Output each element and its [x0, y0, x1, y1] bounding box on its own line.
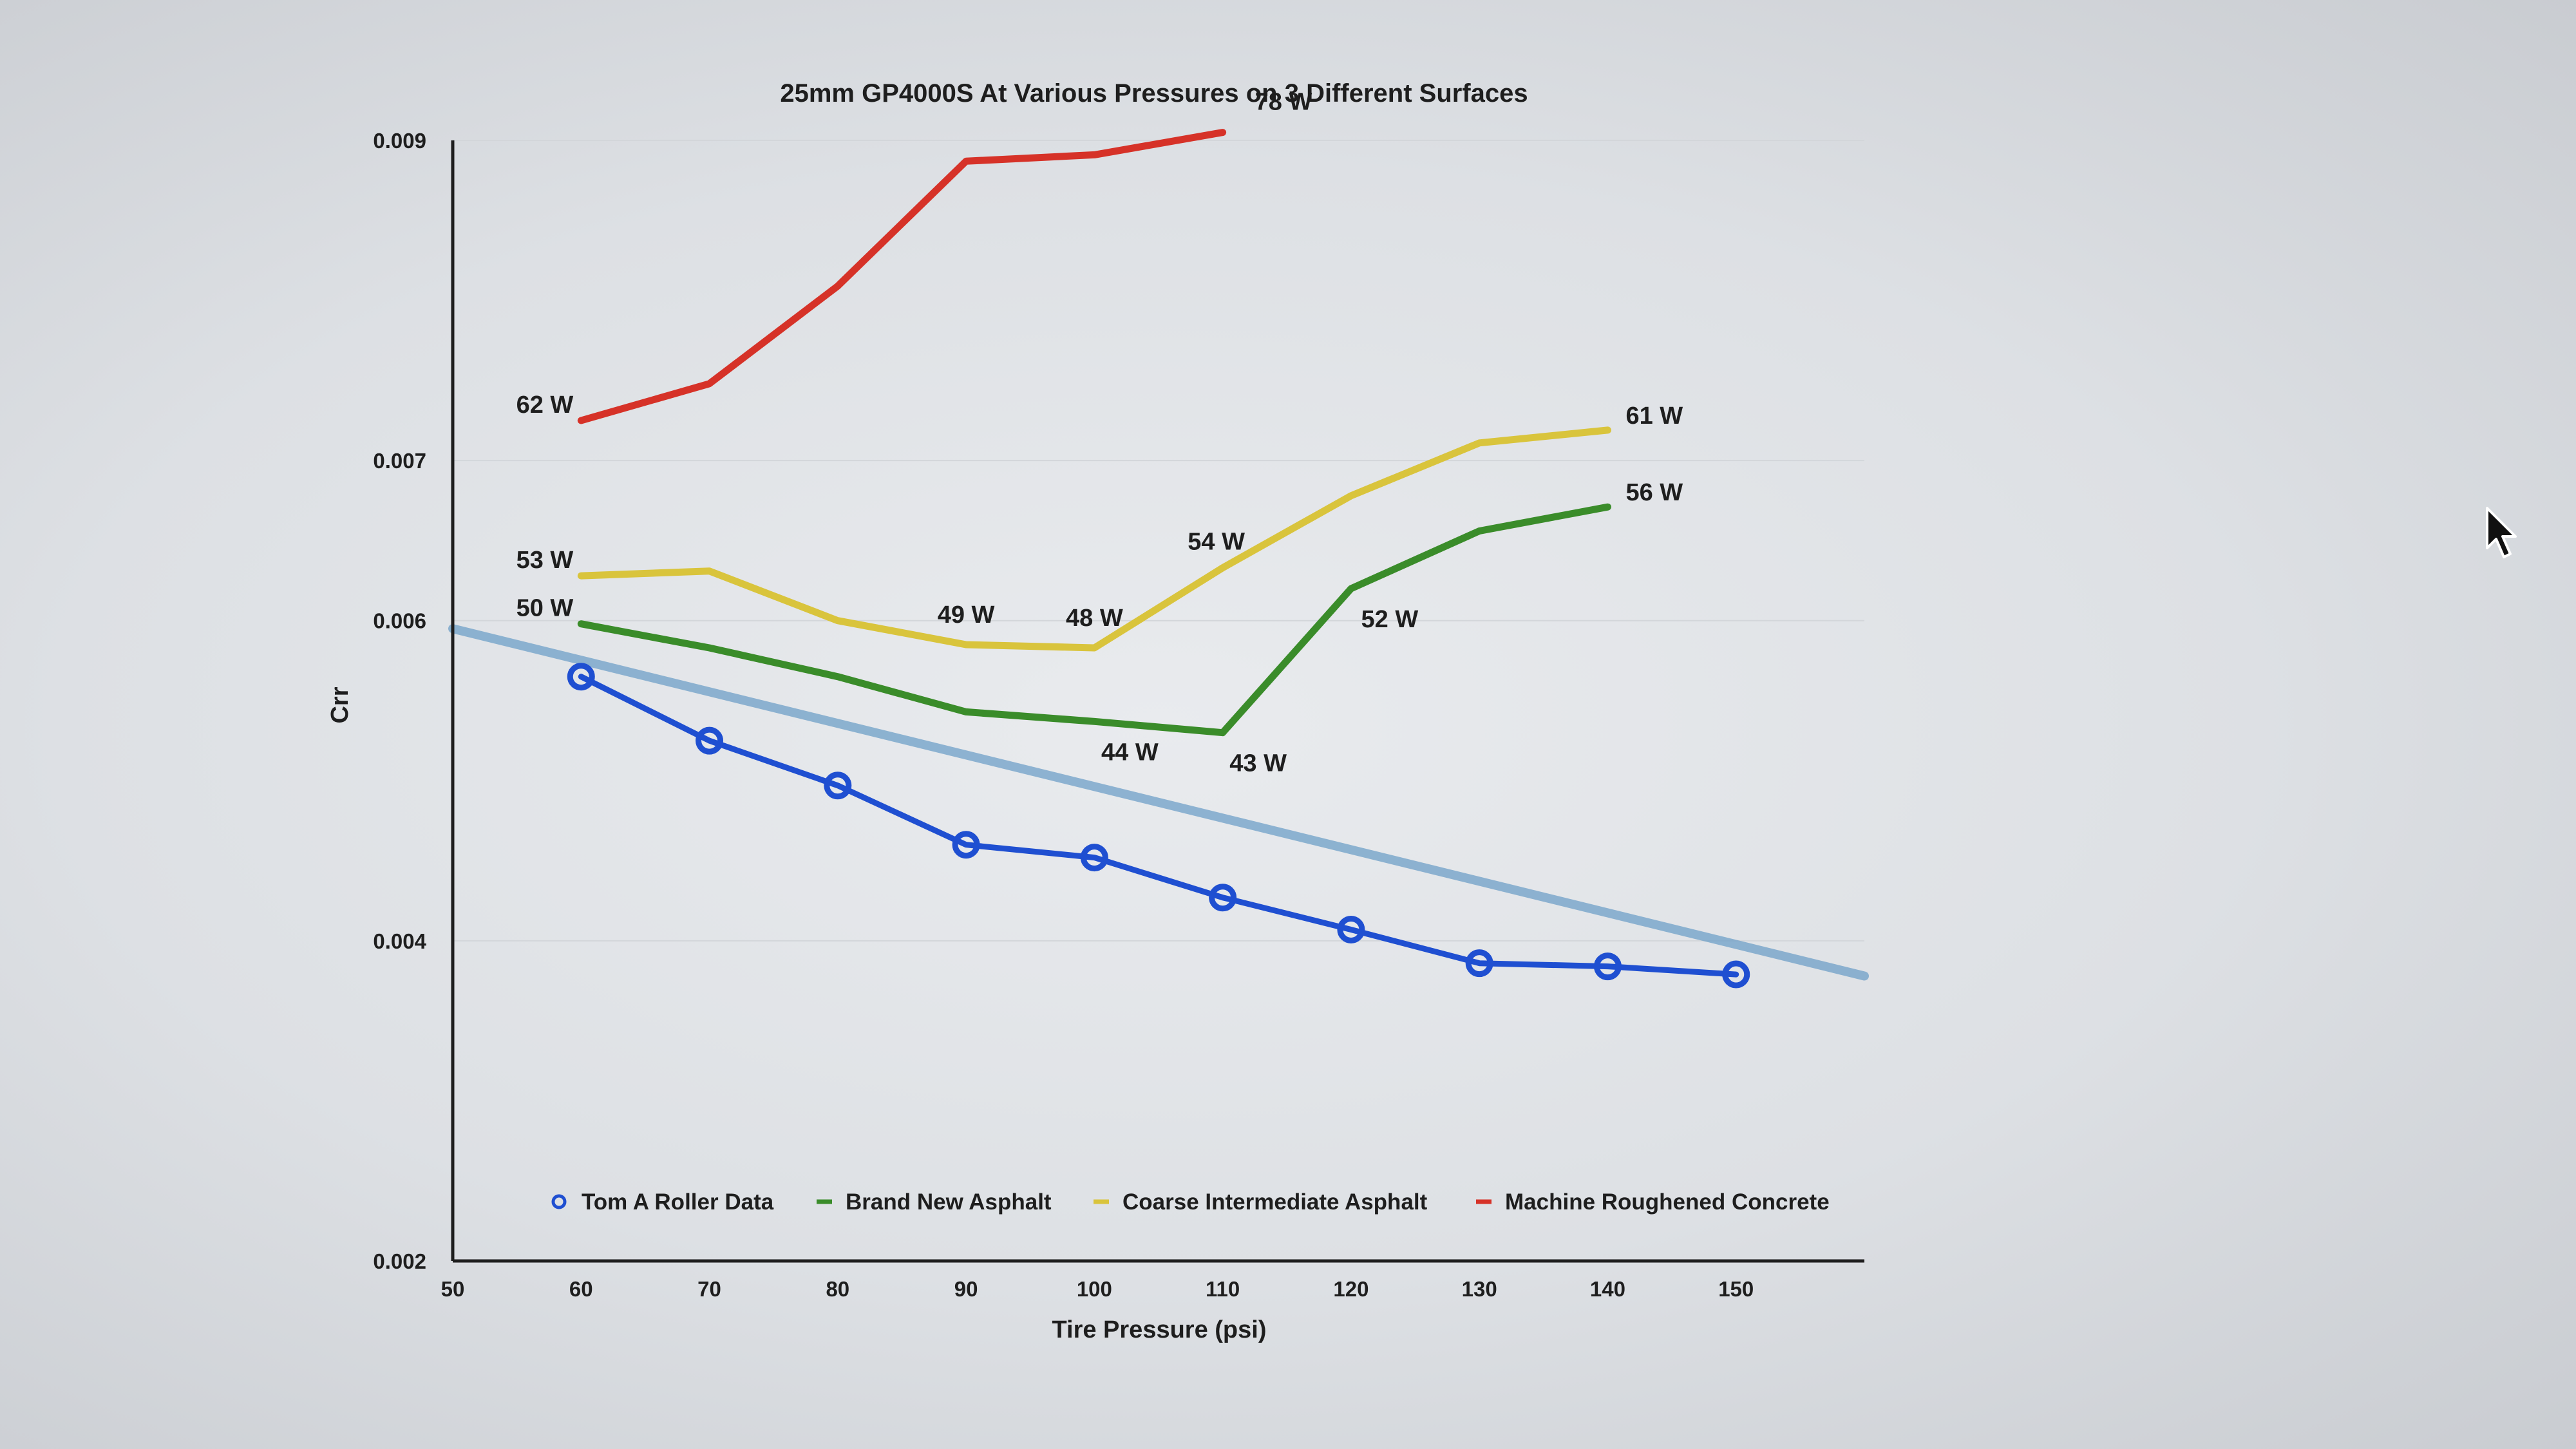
- data-label: 61 W: [1625, 402, 1683, 430]
- x-tick-label: 110: [1206, 1277, 1240, 1301]
- data-point: [567, 663, 595, 691]
- y-tick-label: 0.002: [373, 1249, 426, 1273]
- mouse-pointer-icon: [2486, 507, 2517, 558]
- data-point: [1337, 915, 1365, 943]
- x-tick-label: 60: [569, 1277, 593, 1301]
- x-tick-label: 120: [1333, 1277, 1368, 1301]
- x-tick-label: 150: [1718, 1277, 1754, 1301]
- data-point: [1722, 960, 1750, 989]
- series-markers: [567, 663, 1750, 989]
- series-line-3: [577, 129, 1227, 424]
- legend-label: Tom A Roller Data: [582, 1189, 774, 1215]
- legend-label: Coarse Intermediate Asphalt: [1122, 1189, 1428, 1215]
- y-tick-label: 0.007: [373, 449, 426, 473]
- series-line-2: [577, 426, 1611, 652]
- x-axis-label: Tire Pressure (psi): [1052, 1316, 1266, 1343]
- series-line-0: [578, 674, 1739, 978]
- data-label: 50 W: [516, 595, 574, 622]
- chart-title: 25mm GP4000S At Various Pressures on 3 D…: [780, 79, 1528, 108]
- y-tick-label: 0.009: [373, 129, 426, 153]
- data-point: [1465, 949, 1493, 978]
- y-axis-label: Crr: [327, 687, 354, 723]
- trend-line: [448, 624, 1869, 981]
- data-label: 52 W: [1361, 606, 1419, 633]
- data-point: [952, 831, 980, 859]
- legend-label: Machine Roughened Concrete: [1505, 1189, 1830, 1215]
- data-labels: 50 W 44 W 43 W 52 W 56 W 53 W 49 W 48 W 54 W 61 W…: [516, 89, 1683, 777]
- data-point: [1209, 884, 1237, 912]
- data-point: [696, 726, 724, 755]
- data-point: [1080, 844, 1108, 872]
- y-tick-labels: 0.002 0.004 0.006 0.007 0.009: [373, 129, 426, 1273]
- series-line-1: [577, 503, 1611, 737]
- x-tick-label: 50: [441, 1277, 465, 1301]
- data-label: 44 W: [1101, 739, 1159, 766]
- legend-marker: [551, 1194, 567, 1209]
- legend-label: Brand New Asphalt: [846, 1189, 1052, 1215]
- x-tick-label: 100: [1077, 1277, 1112, 1301]
- x-tick-label: 140: [1590, 1277, 1625, 1301]
- data-label: 56 W: [1625, 479, 1683, 506]
- data-point: [1593, 952, 1622, 981]
- x-tick-label: 80: [826, 1277, 849, 1301]
- trend-line-path: [448, 624, 1869, 981]
- x-tick-label: 70: [697, 1277, 721, 1301]
- gridlines: [453, 140, 1864, 942]
- y-tick-label: 0.006: [373, 609, 426, 633]
- data-label: 53 W: [516, 547, 574, 574]
- data-label: 48 W: [1066, 605, 1123, 632]
- series-lines: [577, 129, 1739, 978]
- data-label: 62 W: [516, 392, 574, 419]
- data-label: 43 W: [1229, 750, 1287, 777]
- data-label: 54 W: [1188, 529, 1245, 556]
- x-tick-label: 130: [1462, 1277, 1497, 1301]
- data-label: 78 W: [1255, 89, 1312, 116]
- y-tick-label: 0.004: [373, 929, 426, 953]
- legend: Tom A Roller Data Brand New Asphalt Coarse…: [551, 1189, 1830, 1215]
- x-tick-label: 90: [954, 1277, 978, 1301]
- data-point: [824, 772, 852, 800]
- data-label: 49 W: [938, 601, 995, 629]
- x-tick-labels: 50 60 70 80 90 100 110 120 130 140 150: [441, 1277, 1754, 1301]
